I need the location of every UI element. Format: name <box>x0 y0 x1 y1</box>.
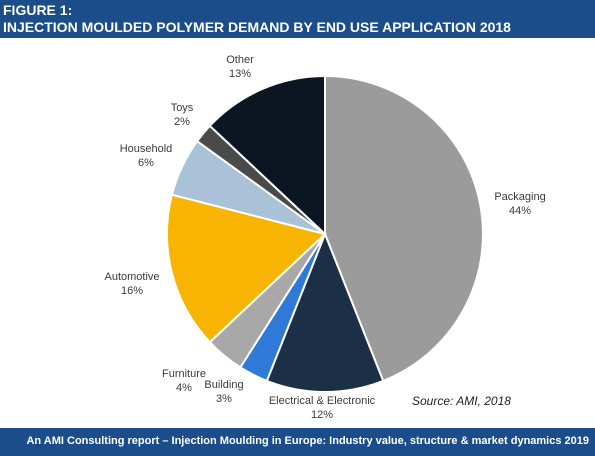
slice-label-name: Electrical & Electronic <box>268 395 376 407</box>
slice-label-percent: 12% <box>310 409 334 421</box>
slice-label-household: Household 6% <box>120 142 173 170</box>
slice-label-packaging: Packaging 44% <box>494 190 545 218</box>
slice-label-percent: 13% <box>228 68 252 80</box>
slice-label-percent: 44% <box>508 205 532 217</box>
slice-label-percent: 2% <box>174 116 190 128</box>
slice-label-name: Automotive <box>104 271 160 283</box>
figure-header: FIGURE 1: INJECTION MOULDED POLYMER DEMA… <box>0 0 595 38</box>
slice-label-furniture: Furniture 4% <box>162 367 206 395</box>
slice-label-other: Other 13% <box>226 53 254 81</box>
slice-label-building: Building 3% <box>204 378 243 406</box>
slice-label-name: Furniture <box>161 368 207 380</box>
slice-label-name: Other <box>226 54 254 66</box>
pie-slice-other <box>208 74 326 237</box>
footer-text: An AMI Consulting report – Injection Mou… <box>26 435 589 447</box>
slice-label-percent: 16% <box>120 285 144 297</box>
slice-label-toys: Toys 2% <box>171 101 194 129</box>
slice-label-percent: 3% <box>216 393 232 405</box>
slice-label-percent: 4% <box>176 382 192 394</box>
pie-chart-area: Source: AMI, 2018 Packaging 44% Electrical… <box>0 38 595 428</box>
slice-label-name: Building <box>204 379 244 391</box>
pie-slice-automotive <box>165 193 328 344</box>
slice-label-electrical-electronic: Electrical & Electronic 12% <box>269 394 375 422</box>
slice-label-automotive: Automotive 16% <box>104 270 159 298</box>
pie-chart <box>165 74 484 393</box>
figure-footer: An AMI Consulting report – Injection Mou… <box>0 428 595 456</box>
pie-slice-packaging <box>324 74 484 383</box>
slice-label-percent: 6% <box>138 157 154 169</box>
figure-label: FIGURE 1: <box>3 2 73 18</box>
chart-title: INJECTION MOULDED POLYMER DEMAND BY END … <box>3 19 511 35</box>
slice-label-name: Packaging <box>494 191 546 203</box>
pie-slice-electrical-electronic <box>265 231 385 393</box>
slice-label-name: Toys <box>170 102 194 114</box>
slice-label-name: Household <box>119 143 173 155</box>
source-note: Source: AMI, 2018 <box>412 394 511 408</box>
